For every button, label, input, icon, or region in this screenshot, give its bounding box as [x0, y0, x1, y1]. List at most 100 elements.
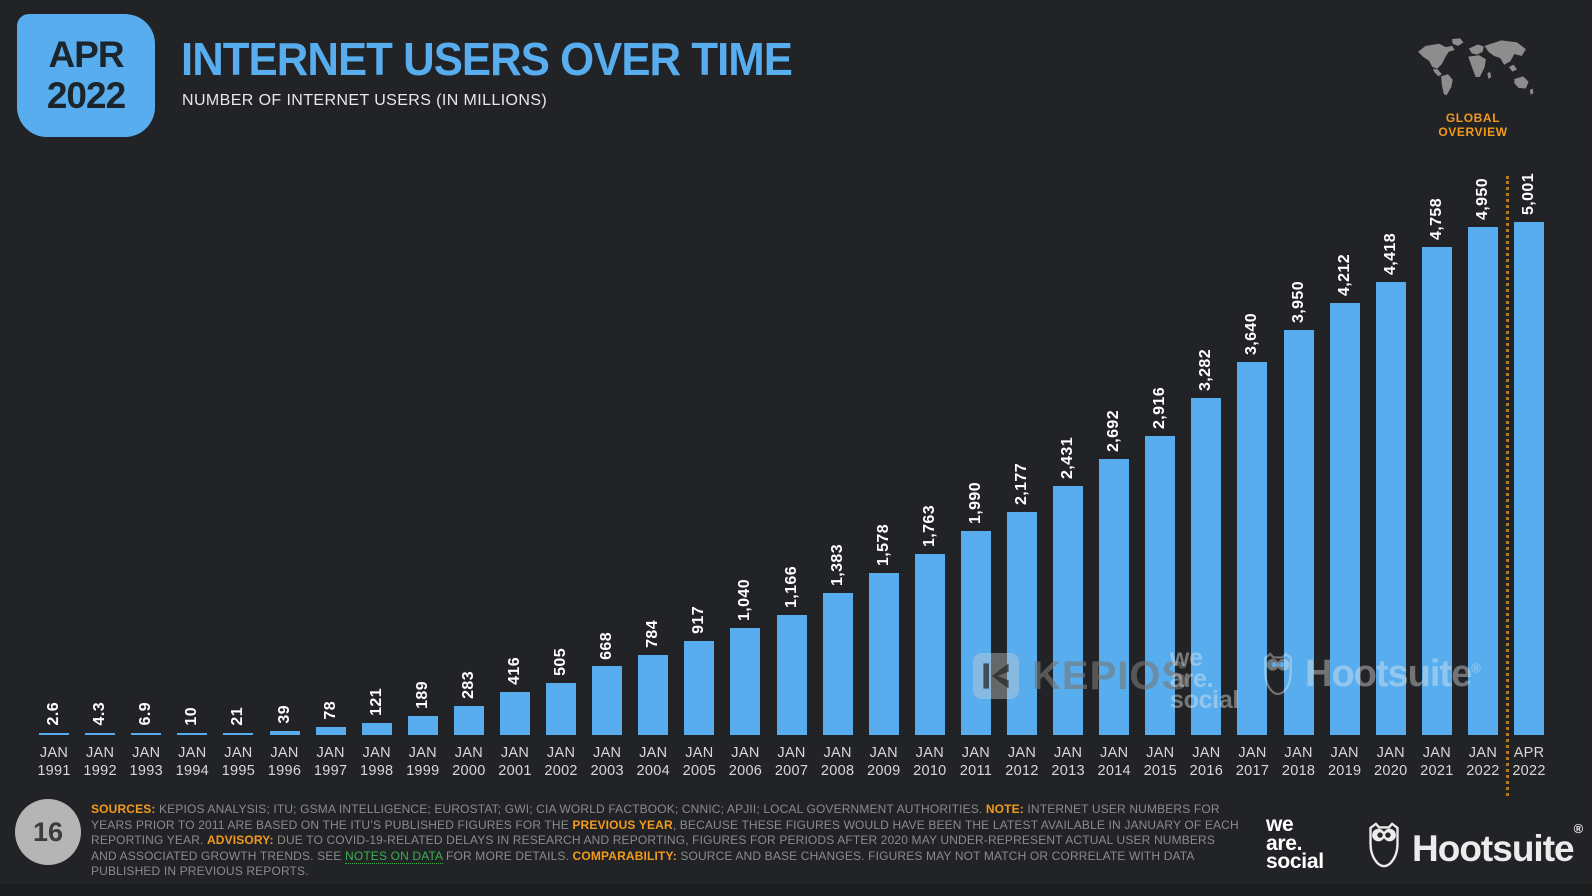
- bar-column: 2,431 JAN 2013: [1045, 172, 1091, 796]
- bar-x-label: JAN 1993: [129, 745, 163, 779]
- bar-x-label: JAN 1995: [221, 745, 256, 779]
- bar-column: 668 JAN 2003: [584, 172, 630, 796]
- bar-column: 1,166 JAN 2007: [769, 172, 815, 796]
- bar-column: 784 JAN 2004: [630, 172, 676, 796]
- footer-text-segment: NOTE:: [985, 802, 1024, 816]
- bar: [1375, 281, 1406, 735]
- bar-value-label: 21: [229, 706, 247, 726]
- bar-value-label: 1,578: [874, 524, 892, 567]
- bar: [453, 705, 484, 735]
- bar-value-label: 2,692: [1105, 409, 1123, 452]
- bar-x-label: JAN 2009: [867, 745, 901, 779]
- bar-value-label: 78: [321, 701, 339, 720]
- bar-value-label: 3,640: [1243, 312, 1261, 355]
- bar-x-label: JAN 2011: [959, 745, 993, 779]
- bar: [914, 554, 945, 735]
- bar-value-label: 1,763: [920, 505, 938, 548]
- bar: [1145, 435, 1176, 735]
- bar-column: 5,001 APR 2022: [1506, 172, 1552, 796]
- bar-x-label: JAN 1994: [175, 745, 210, 779]
- bar-column: 1,040 JAN 2006: [722, 172, 768, 796]
- hootsuite-owl-logo-icon: [1369, 822, 1399, 868]
- bar-column: 10 JAN 1994: [169, 172, 215, 796]
- bar-column: 505 JAN 2002: [538, 172, 584, 796]
- bar: [1191, 398, 1222, 735]
- bar-value-label: 3,282: [1197, 349, 1215, 392]
- bar: [1283, 329, 1314, 735]
- bar-column: 4,758 JAN 2021: [1414, 172, 1460, 796]
- bar-column: 2.6 JAN 1991: [31, 172, 77, 796]
- footer-text-segment: INTERNET USER NUMBERS FOR YEARS PRIOR TO…: [91, 802, 1220, 832]
- page-subtitle: NUMBER OF INTERNET USERS (IN MILLIONS): [182, 92, 548, 109]
- bar-x-label: JAN 2019: [1327, 745, 1362, 779]
- page-number-badge: 16: [15, 799, 81, 865]
- bar: [1007, 511, 1038, 735]
- bar: [1099, 458, 1130, 735]
- footer-text-segment: SOURCES:: [91, 802, 156, 816]
- bar-x-label: JAN 2021: [1420, 745, 1454, 779]
- bar: [1329, 302, 1360, 735]
- bar-x-label: JAN 1998: [359, 745, 394, 779]
- footer-text-segment: KEPIOS ANALYSIS; ITU; GSMA INTELLIGENCE;…: [155, 802, 986, 816]
- bar-value-label: 4,950: [1473, 178, 1491, 221]
- date-badge-month: APR: [48, 33, 124, 75]
- bar-x-label: JAN 1996: [267, 745, 302, 779]
- bar-value-label: 39: [275, 705, 293, 724]
- bar-x-label: JAN 2014: [1097, 745, 1131, 779]
- bar-value-label: 3,950: [1289, 280, 1307, 323]
- bar: [960, 530, 991, 735]
- bar-value-label: 4.3: [91, 702, 109, 726]
- bar: [223, 732, 254, 735]
- bar-x-label: JAN 2005: [682, 745, 717, 779]
- bar-value-label: 784: [644, 619, 662, 648]
- footer-text-segment: , BECAUSE THESE FIGURES WOULD HAVE BEEN …: [91, 817, 1239, 848]
- bar: [39, 732, 70, 735]
- bar: [1053, 485, 1084, 735]
- bar: [776, 615, 807, 735]
- bar-chart: 2.6 JAN 1991 4.3 JAN 1992 6.9 JAN 1993 10 JAN 1994 2…: [31, 172, 1552, 796]
- bar: [730, 628, 761, 735]
- bottom-edge-strip: [0, 884, 1592, 896]
- page-number: 16: [32, 816, 64, 847]
- bar-value-label: 5,001: [1520, 172, 1538, 215]
- bar: [269, 731, 300, 735]
- bar-value-label: 2,177: [1013, 462, 1031, 505]
- bar: [407, 715, 438, 735]
- bar: [546, 683, 577, 735]
- bar-column: 78 JAN 1997: [308, 172, 354, 796]
- bar-column: 21 JAN 1995: [215, 172, 261, 796]
- bar-x-label: APR 2022: [1512, 745, 1546, 779]
- bar-value-label: 1,166: [782, 566, 800, 609]
- bar: [684, 640, 715, 735]
- bar-column: 121 JAN 1998: [354, 172, 400, 796]
- bar-x-label: JAN 2016: [1189, 745, 1224, 779]
- bar-value-label: 1,383: [828, 544, 846, 587]
- bar-column: 39 JAN 1996: [261, 172, 307, 796]
- bar: [177, 732, 208, 735]
- bar-x-label: JAN 1999: [406, 745, 440, 779]
- bar: [868, 573, 899, 735]
- global-overview-label: GLOBAL OVERVIEW: [1438, 111, 1508, 139]
- bar-value-label: 505: [552, 648, 570, 677]
- bar-value-label: 4,418: [1381, 232, 1399, 275]
- bar-x-label: JAN 2012: [1005, 745, 1039, 779]
- bar-value-label: 121: [367, 687, 385, 716]
- hootsuite-logo: Hootsuite®: [1366, 820, 1583, 870]
- bar-column: 1,990 JAN 2011: [953, 172, 999, 796]
- footer-text-segment: DUE TO COVID-19-RELATED DELAYS IN RESEAR…: [91, 833, 1216, 863]
- world-map-icon: [1418, 38, 1534, 96]
- bar: [1467, 227, 1498, 735]
- bar-x-label: JAN 2002: [544, 745, 578, 779]
- we-are-social-logo: we are. social: [1266, 813, 1324, 873]
- bar-column: 1,578 JAN 2009: [861, 172, 907, 796]
- bar-column: 917 JAN 2005: [676, 172, 722, 796]
- footer-text-segment: ADVISORY:: [206, 833, 274, 848]
- bar-x-label: JAN 2001: [498, 745, 532, 779]
- date-badge-year: 2022: [46, 74, 126, 116]
- bar-value-label: 283: [459, 671, 477, 699]
- bar-column: 189 JAN 1999: [400, 172, 446, 796]
- bar-x-label: JAN 1991: [37, 745, 71, 779]
- bar-x-label: JAN 2006: [728, 745, 763, 779]
- bar: [592, 666, 623, 735]
- bar-column: 4,418 JAN 2020: [1368, 172, 1414, 796]
